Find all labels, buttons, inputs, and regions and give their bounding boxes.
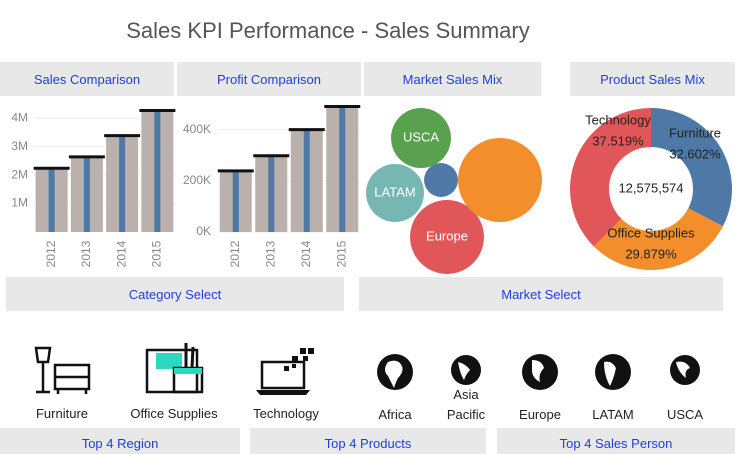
select-header: Market Select — [359, 277, 723, 311]
x-tick-label: 2014 — [299, 240, 313, 267]
tab[interactable]: Top 4 Products — [250, 428, 486, 454]
inner-bar — [48, 168, 55, 232]
y-tick-label: 1M — [11, 196, 28, 210]
bubble — [391, 108, 451, 168]
globe-icons — [377, 354, 700, 390]
x-tick-label: 2014 — [114, 240, 128, 267]
category-item[interactable]: Office Supplies — [130, 406, 218, 421]
market-item[interactable]: Europe — [519, 407, 561, 422]
market-item[interactable]: Africa — [378, 407, 412, 422]
segment-label: Technology — [585, 112, 651, 127]
segment-label: Office Supplies — [607, 225, 695, 240]
y-tick-label: 200K — [183, 173, 211, 187]
y-tick-label: 400K — [183, 122, 211, 136]
donut-segment — [570, 108, 651, 247]
x-tick-label: 2015 — [150, 240, 164, 267]
x-tick-label: 2013 — [263, 240, 277, 267]
technology-icon — [256, 348, 314, 395]
inner-bar — [339, 106, 346, 232]
office-supplies-icon — [145, 343, 204, 394]
y-tick-label: 0K — [196, 224, 211, 238]
x-tick-label: 2015 — [334, 240, 348, 267]
market-item[interactable]: USCA — [666, 407, 704, 422]
bubble — [410, 200, 484, 274]
segment-value-label: 29.879% — [625, 246, 677, 261]
y-tick-label: 2M — [11, 167, 28, 181]
bubble-label: USCA — [403, 129, 439, 144]
segment-label: Furniture — [669, 125, 721, 140]
center-label: 12,575,574 — [618, 180, 683, 195]
category-item[interactable]: Technology — [253, 406, 319, 421]
bubble — [458, 138, 542, 222]
category-item[interactable]: Furniture — [35, 406, 89, 421]
inner-bar — [154, 110, 161, 232]
inner-bar — [119, 135, 126, 232]
bubble-label: Europe — [426, 228, 468, 243]
x-tick-label: 2012 — [44, 240, 58, 267]
segment-value-label: 37.519% — [592, 133, 644, 148]
inner-bar — [232, 170, 239, 232]
tab[interactable]: Top 4 Sales Person — [497, 428, 735, 454]
donut-segment — [651, 108, 733, 227]
market-item[interactable]: Asia Pacific — [446, 387, 486, 422]
x-tick-label: 2013 — [79, 240, 93, 267]
bubble — [424, 163, 458, 197]
furniture-icon — [34, 346, 91, 394]
market-item[interactable]: LATAM — [592, 407, 634, 422]
dashboard-title: Sales KPI Performance - Sales Summary — [126, 18, 529, 43]
bubble-label: LATAM — [374, 184, 415, 199]
panel-header: Product Sales Mix — [570, 62, 735, 96]
panel-header: Market Sales Mix — [364, 62, 541, 96]
tab[interactable]: Top 4 Region — [0, 428, 240, 454]
donut-segment — [593, 208, 723, 270]
y-tick-label: 4M — [11, 110, 28, 124]
bubble — [366, 164, 424, 222]
select-header: Category Select — [6, 277, 344, 311]
x-tick-label: 2012 — [228, 240, 242, 267]
segment-value-label: 32.602% — [669, 146, 721, 161]
inner-bar — [303, 129, 310, 232]
y-tick-label: 3M — [11, 139, 28, 153]
inner-bar — [268, 155, 275, 232]
panel-header: Sales Comparison — [0, 62, 174, 96]
inner-bar — [83, 156, 90, 232]
panel-header: Profit Comparison — [177, 62, 361, 96]
